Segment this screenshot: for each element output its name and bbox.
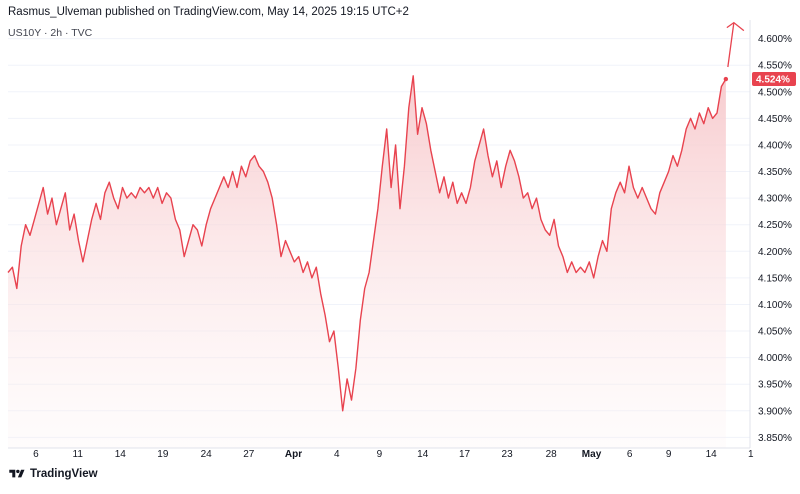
last-price-badge: 4.524%	[752, 72, 796, 87]
y-tick-label: 4.450%	[758, 114, 792, 125]
last-price-dot	[723, 76, 729, 82]
x-tick-label: 24	[201, 449, 213, 460]
symbol-info: US10Y · 2h · TVC	[8, 27, 93, 39]
tradingview-brand: TradingView	[30, 468, 98, 480]
y-tick-label: 4.200%	[758, 247, 792, 258]
arrow-shaft	[727, 22, 735, 68]
y-tick-label: 4.100%	[758, 300, 792, 311]
tradingview-logo-icon	[9, 469, 25, 478]
y-tick-label: 4.600%	[758, 34, 792, 45]
upward-arrow-annotation	[726, 21, 745, 68]
arrow-head	[726, 21, 745, 32]
y-tick-label: 4.350%	[758, 167, 792, 178]
x-tick-label: 14	[417, 449, 429, 460]
y-tick-label: 4.300%	[758, 194, 792, 205]
x-tick-label: 11	[73, 449, 84, 460]
x-tick-label: 28	[546, 449, 558, 460]
y-tick-label: 4.550%	[758, 61, 792, 72]
x-tick-label: 1	[748, 449, 754, 460]
x-tick-label: 23	[502, 449, 514, 460]
x-tick-label: 9	[666, 449, 672, 460]
x-tick-label: 17	[459, 449, 471, 460]
time-axis[interactable]: 6 11 14 19 24 27 Apr 4 9 14 17 23 28 May 6 9 14 1	[33, 449, 754, 460]
last-price-badge-bg	[752, 72, 796, 87]
y-tick-label: 4.250%	[758, 220, 792, 231]
y-tick-label: 4.050%	[758, 327, 792, 338]
x-tick-label: 6	[627, 449, 633, 460]
publisher-attribution: Rasmus_Ulveman published on TradingView.…	[8, 6, 409, 18]
y-tick-label: 4.150%	[758, 273, 792, 284]
x-tick-label: 14	[706, 449, 718, 460]
x-tick-label: 27	[243, 449, 255, 460]
x-tick-label: Apr	[285, 449, 302, 460]
series-area-fill	[8, 75, 726, 449]
y-tick-label: 3.950%	[758, 380, 792, 391]
x-tick-label: 19	[157, 449, 169, 460]
series-line	[7, 75, 727, 412]
x-tick-label: 6	[33, 449, 39, 460]
y-tick-label: 4.000%	[758, 353, 792, 364]
tradingview-footer: TradingView	[8, 468, 98, 480]
y-tick-label: 3.850%	[758, 433, 792, 444]
y-tick-label: 3.900%	[758, 406, 792, 417]
last-price-label: 4.524%	[756, 75, 790, 86]
y-tick-label: 4.500%	[758, 87, 792, 98]
x-tick-label: May	[582, 449, 602, 460]
price-axis[interactable]: 4.600% 4.550% 4.500% 4.450% 4.400% 4.350% 4.30…	[758, 34, 792, 444]
x-tick-label: 14	[115, 449, 127, 460]
y-tick-label: 4.400%	[758, 140, 792, 151]
x-tick-label: 9	[377, 449, 383, 460]
x-tick-label: 4	[334, 449, 340, 460]
